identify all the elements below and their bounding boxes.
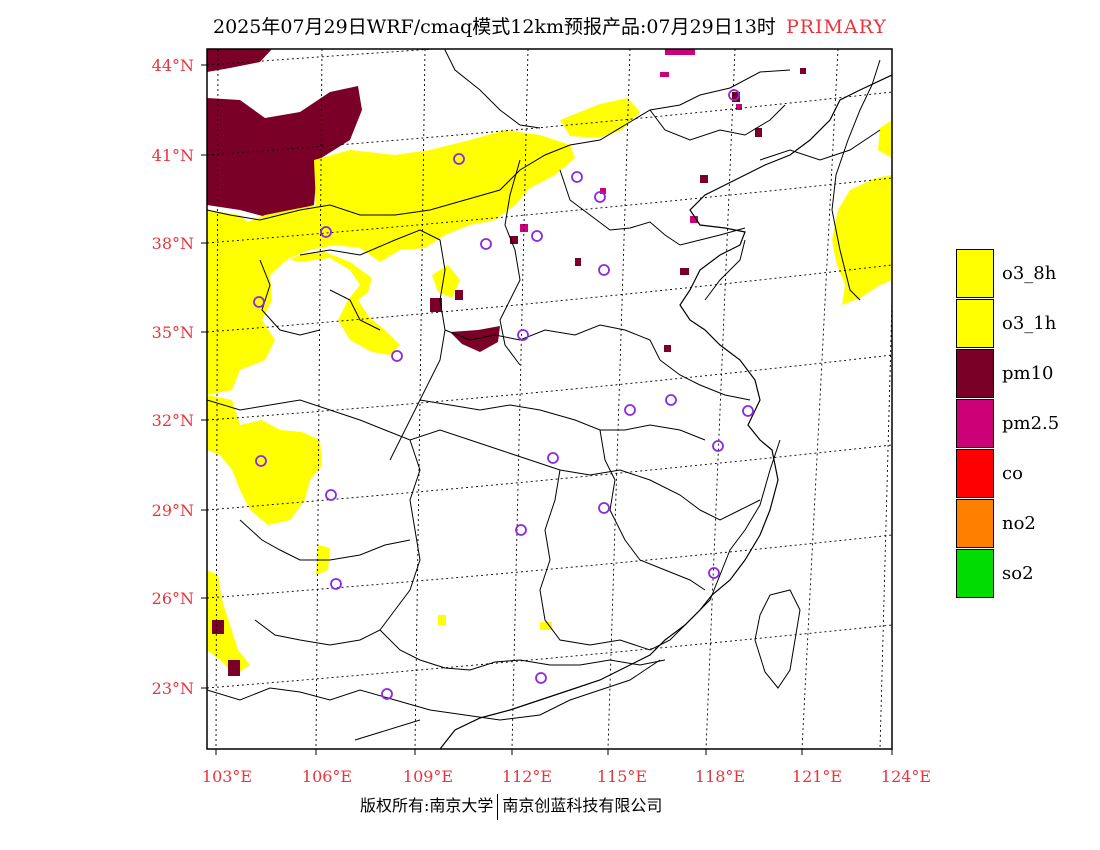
lat-label: 26°N	[152, 589, 194, 608]
station-marker	[391, 350, 403, 362]
footer-separator	[497, 793, 499, 820]
o3-region-west	[207, 210, 400, 675]
chart-title: 2025年07月29日WRF/cmaq模式12km预报产品:07月29日13时 P…	[0, 12, 1100, 39]
station-marker	[594, 191, 606, 203]
o3-region-east-sea	[438, 120, 892, 630]
station-marker	[480, 238, 492, 250]
lon-label: 115°E	[597, 767, 647, 786]
station-marker	[712, 440, 724, 452]
lon-label: 121°E	[792, 767, 842, 786]
korea-coast	[831, 59, 881, 301]
pm10-region-northwest	[207, 49, 362, 218]
legend-label: o3_8h	[1002, 263, 1057, 284]
legend-swatch	[956, 349, 994, 398]
lat-label: 35°N	[152, 323, 194, 342]
lon-label: 124°E	[881, 767, 931, 786]
station-marker	[330, 578, 342, 590]
station-marker	[515, 524, 527, 536]
station-marker	[598, 264, 610, 276]
legend-swatch	[956, 299, 994, 348]
lon-label: 118°E	[695, 767, 745, 786]
lat-label: 38°N	[152, 234, 194, 253]
lat-label: 29°N	[152, 501, 194, 520]
station-marker	[535, 672, 547, 684]
coastline	[439, 74, 892, 749]
station-marker	[598, 502, 610, 514]
station-marker	[665, 394, 677, 406]
legend-swatch	[956, 249, 994, 298]
station-marker	[255, 455, 267, 467]
legend-label: pm2.5	[1002, 413, 1060, 434]
title-main: 2025年07月29日WRF/cmaq模式12km预报产品:07月29日13时	[213, 16, 776, 38]
legend-label: co	[1002, 463, 1023, 484]
copyright-footer: 版权所有:南京大学 南京创蓝科技有限公司	[360, 792, 662, 820]
station-marker	[320, 226, 332, 238]
legend-swatch	[956, 449, 994, 498]
lat-label: 32°N	[152, 411, 194, 430]
station-marker	[742, 405, 754, 417]
legend-label: o3_1h	[1002, 313, 1057, 334]
copyright-right: 南京创蓝科技有限公司	[502, 796, 663, 815]
station-marker	[728, 89, 740, 101]
station-marker	[708, 567, 720, 579]
legend-swatch	[956, 549, 994, 598]
map-frame	[206, 48, 893, 750]
lat-label: 41°N	[152, 146, 194, 165]
station-marker	[325, 489, 337, 501]
lon-label: 106°E	[302, 767, 352, 786]
lat-label: 23°N	[152, 679, 194, 698]
lon-label: 103°E	[202, 767, 252, 786]
station-markers	[253, 89, 754, 700]
station-marker	[517, 329, 529, 341]
legend-swatch	[956, 399, 994, 448]
lat-label: 44°N	[152, 56, 194, 75]
legend-label: pm10	[1002, 363, 1054, 384]
lon-label: 109°E	[403, 767, 453, 786]
legend-label: so2	[1002, 563, 1034, 584]
legend-swatch	[956, 499, 994, 548]
axis-ticks	[201, 64, 893, 755]
legend-label: no2	[1002, 513, 1036, 534]
station-marker	[253, 296, 265, 308]
station-marker	[453, 153, 465, 165]
pm25-hotspots	[520, 49, 742, 232]
station-marker	[531, 230, 543, 242]
copyright-left: 版权所有:南京大学	[360, 796, 494, 815]
lon-label: 112°E	[502, 767, 552, 786]
station-marker	[624, 404, 636, 416]
station-marker	[381, 688, 393, 700]
station-marker	[547, 452, 559, 464]
province-borders	[207, 49, 881, 741]
graticule	[207, 49, 892, 749]
station-marker	[571, 171, 583, 183]
title-tag: PRIMARY	[785, 16, 887, 38]
